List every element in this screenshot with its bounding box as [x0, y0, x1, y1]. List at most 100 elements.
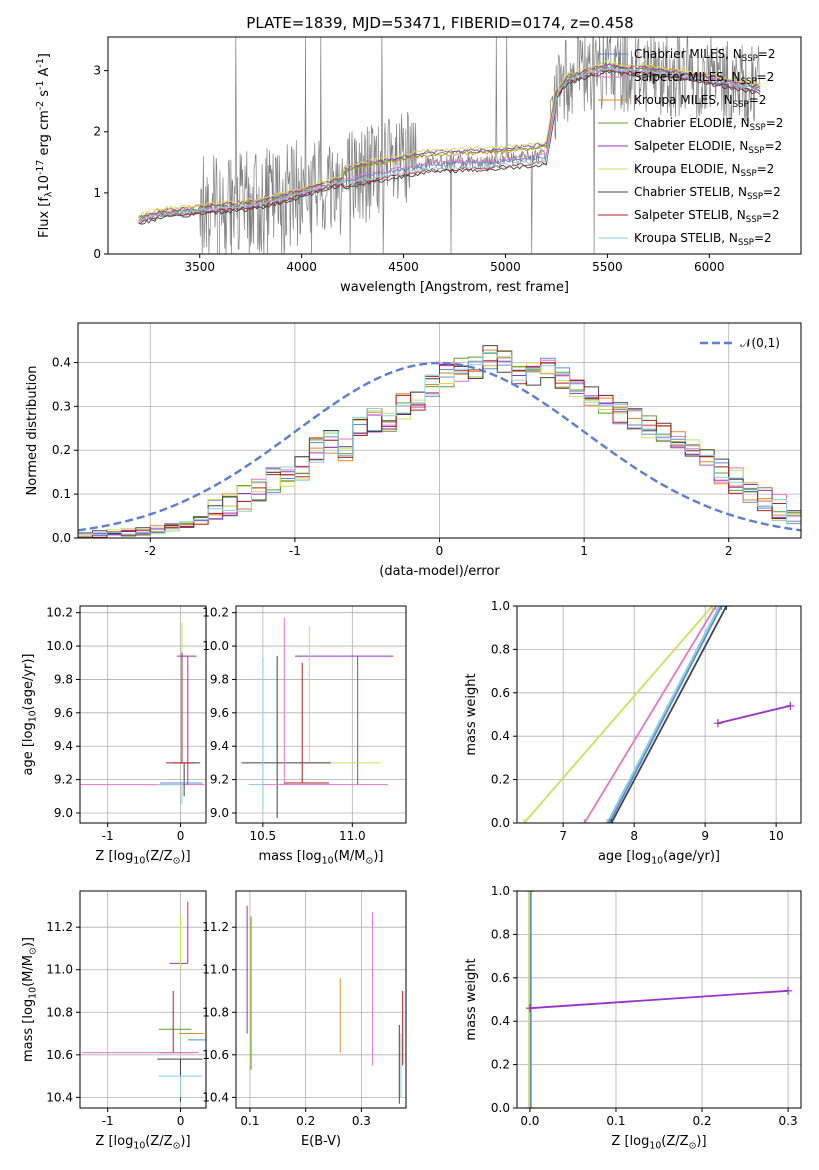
plot-area	[241, 617, 394, 818]
axes-residuals: -2 -1 0 1 2 0.0 0.1 0.2 0.3 0.4 (data-model)/error…	[25, 322, 802, 579]
series-marker	[525, 1104, 534, 1108]
plot-area	[82, 901, 206, 1102]
y-tick-label: 0.2	[491, 773, 510, 787]
plot-area	[80, 622, 205, 805]
text-span: 10	[133, 855, 145, 866]
series-line-salpeter-miles	[583, 606, 717, 823]
y-axis-label: Normed distribution	[25, 366, 40, 496]
axes-cumulative_weight_z: 0.0 0.1 0.2 0.3 0.0 0.2 0.4 0.6 0.8 1.0 Z [log10(Z…	[464, 884, 802, 1151]
text-span: 10	[27, 987, 38, 999]
text-span: ⊙	[173, 855, 181, 866]
y-tick-label: 9.8	[54, 672, 73, 686]
text-span: =2	[757, 70, 775, 84]
text-span: )]	[373, 849, 383, 864]
grid	[236, 606, 406, 823]
x-axis-label: E(B-V)	[301, 1134, 341, 1149]
text-span: =2	[763, 185, 781, 199]
x-tick-label: -2	[144, 544, 156, 558]
text-span: Salpeter STELIB, N	[634, 208, 746, 222]
text-span: Salpeter MILES, N	[634, 70, 741, 84]
series-marker	[520, 819, 529, 823]
y-tick-label: 9.0	[54, 806, 73, 820]
y-tick-label: 10.8	[46, 1005, 73, 1019]
text-span: 10	[133, 1140, 145, 1151]
y-tick-label: 0.4	[491, 729, 510, 743]
plot-area	[246, 905, 404, 1104]
text-span: ]	[37, 53, 52, 58]
plot-area	[78, 345, 801, 538]
x-tick-label: 5000	[490, 260, 521, 274]
text-span: SSP	[742, 54, 758, 64]
text-span: SSP	[733, 100, 749, 110]
text-span: )]	[696, 1134, 706, 1149]
y-tick-label: 3	[93, 64, 101, 78]
series-line-kroupa-elodie	[523, 606, 713, 823]
text-span: SSP	[747, 192, 763, 202]
text-span: SSP	[748, 146, 764, 156]
series-marker	[713, 719, 722, 728]
axes-mass_vs_ebv: 0.1 0.2 0.3 10.4 10.6 10.8 11.0 11.2 E(B-V)	[202, 890, 407, 1149]
x-axis-label: (data-model)/error	[379, 564, 500, 579]
text-span: =2	[766, 116, 784, 130]
x-tick-label: 10	[769, 829, 784, 843]
x-axis-label: age [log10(age/yr)]	[598, 849, 720, 866]
text-span: SSP	[750, 123, 766, 133]
y-tick-label: 10.6	[46, 1048, 73, 1062]
axes-frame	[79, 605, 207, 824]
errorbar-point	[300, 626, 381, 764]
axes-frame	[235, 605, 407, 824]
axes-frame	[516, 890, 802, 1109]
text-span: =2	[757, 162, 775, 176]
text-span: -1	[35, 58, 46, 67]
x-tick-label: 0.3	[352, 1114, 371, 1128]
legend-label: Salpeter STELIB, NSSP=2	[634, 208, 780, 225]
y-tick-label: 10.4	[202, 1090, 229, 1104]
legend-label: Salpeter MILES, NSSP=2	[634, 70, 774, 87]
y-tick-label: 9.4	[210, 739, 229, 753]
y-tick-label: 10.2	[202, 606, 229, 620]
x-axis-label: mass [log10(M/M⊙)]	[258, 849, 383, 866]
x-tick-label: 0.3	[779, 1114, 798, 1128]
text-span: 𝒩(0,1)	[740, 336, 780, 350]
y-tick-label: 9.2	[54, 773, 73, 787]
x-tick-label: 0	[436, 544, 444, 558]
text-span: E(B-V)	[301, 1134, 341, 1149]
y-tick-label: 0.6	[491, 686, 510, 700]
axes-frame-group: -1 010.410.610.811.011.2Z [log10(Z/Z⊙)]ma…	[21, 890, 207, 1151]
text-span: Z [log	[95, 1134, 133, 1149]
text-span: (Z/Z	[145, 849, 172, 864]
gaussian-curve	[78, 361, 801, 532]
y-tick-label: 9.8	[210, 672, 229, 686]
text-span: (Z/Z	[145, 1134, 172, 1149]
y-tick-label: 9.4	[54, 739, 73, 753]
text-span: (Z/Z	[661, 1134, 688, 1149]
x-axis-label: Z [log10(Z/Z⊙)]	[95, 1134, 190, 1151]
text-span: mass [log	[21, 999, 36, 1062]
y-axis-label: mass [log10(M/M⊙)]	[21, 937, 38, 1062]
text-span: s	[37, 90, 52, 101]
errorbar-point	[176, 655, 197, 785]
text-span: -17	[35, 160, 46, 175]
y-tick-label: 10.2	[46, 606, 73, 620]
series-marker	[708, 606, 717, 610]
hist-chabrier-stelib	[78, 345, 801, 537]
legend-label: Chabrier MILES, NSSP=2	[634, 47, 776, 64]
y-tick-label: 0.8	[491, 642, 510, 656]
text-span: =2	[749, 93, 767, 107]
y-tick-label: 2	[93, 125, 101, 139]
series-marker	[717, 606, 726, 610]
text-span: =2	[754, 231, 772, 245]
errorbar-point	[156, 784, 183, 805]
grid	[78, 323, 801, 539]
x-tick-label: 0.1	[240, 1114, 259, 1128]
y-tick-label: 0.2	[52, 443, 71, 457]
y-axis-label: mass weight	[464, 673, 479, 755]
series-marker	[711, 606, 720, 610]
x-tick-label: 11.0	[339, 829, 366, 843]
x-tick-label: 0.1	[606, 1114, 625, 1128]
text-span: age [log	[598, 849, 651, 864]
axes-mass_vs_z: -1 010.410.610.811.011.2Z [log10(Z/Z⊙)]ma…	[21, 890, 207, 1151]
axes-frame	[107, 36, 802, 255]
